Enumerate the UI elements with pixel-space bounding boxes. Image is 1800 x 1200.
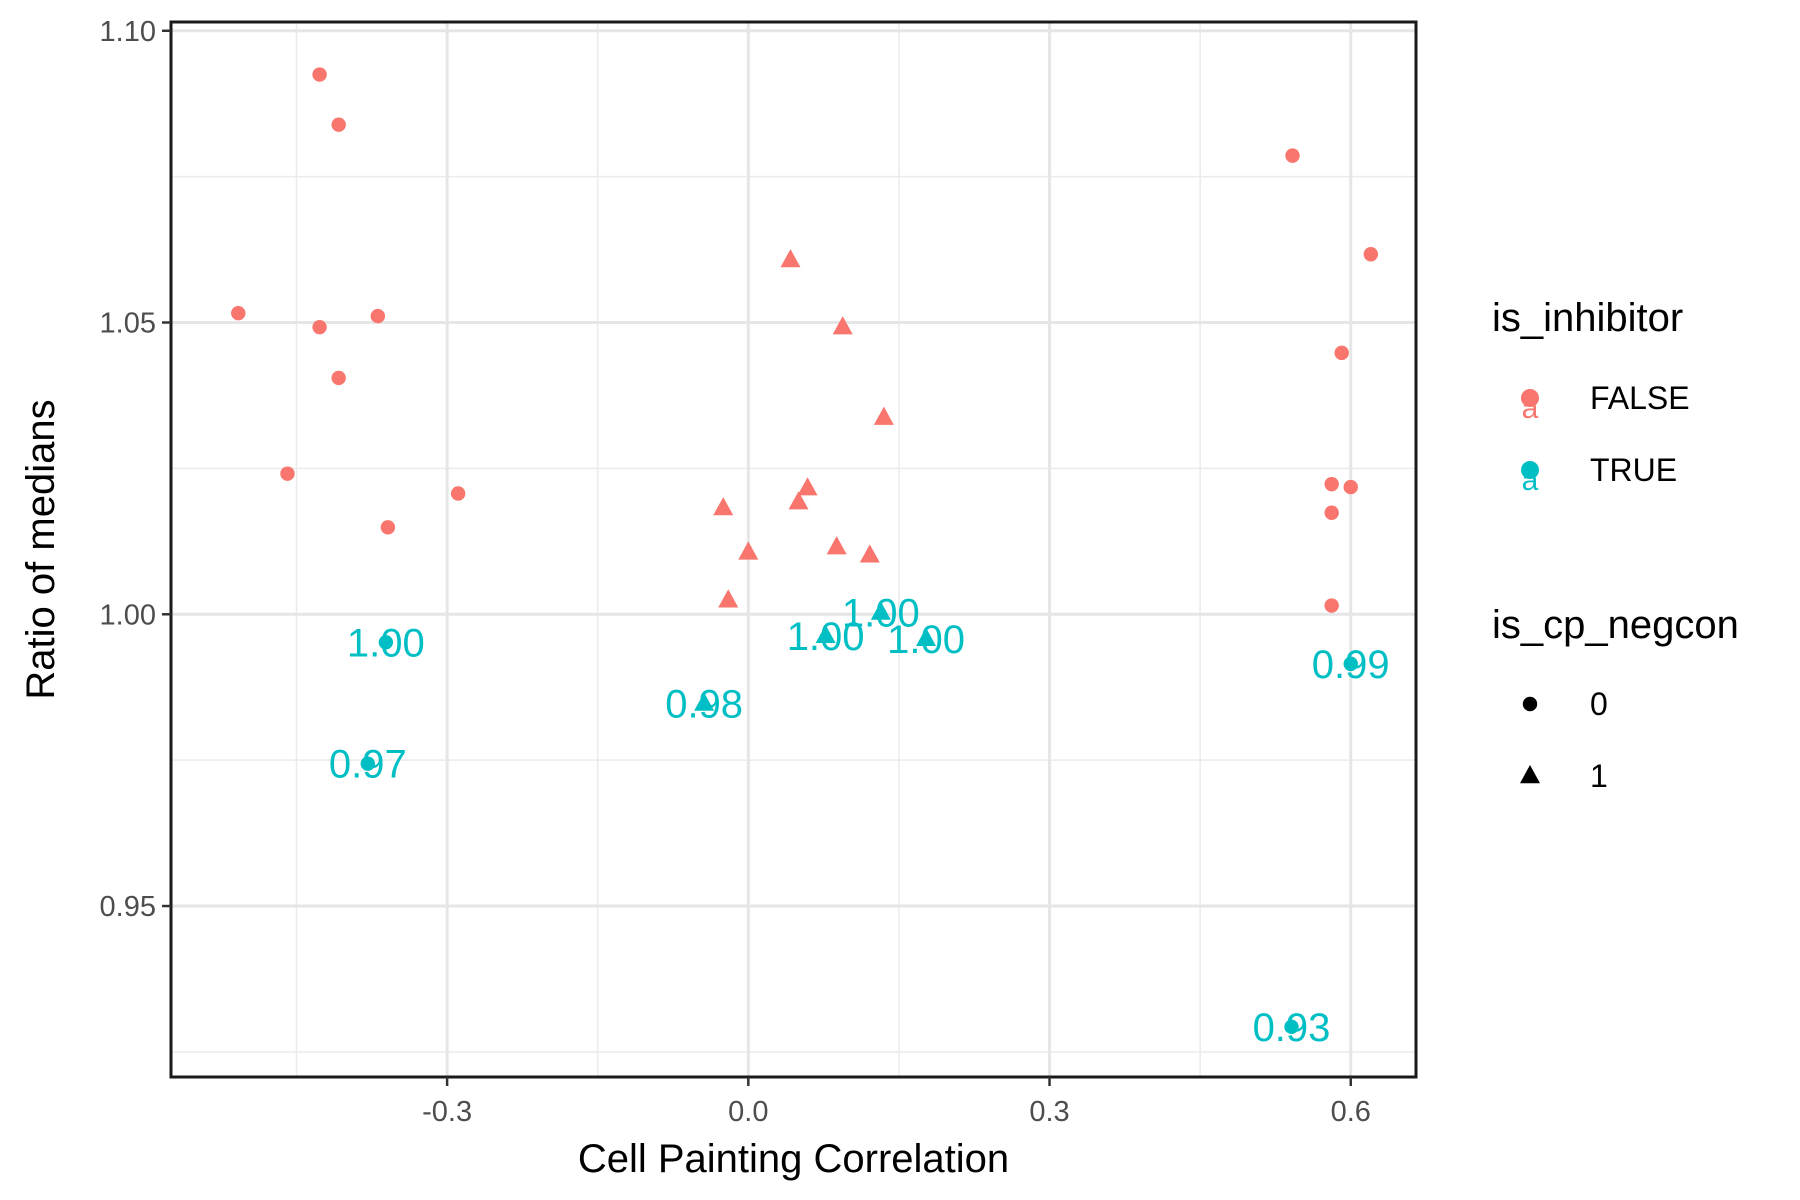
non-inhibitor-circle-point — [280, 466, 295, 481]
x-axis-title: Cell Painting Correlation — [578, 1137, 1009, 1181]
non-inhibitor-triangle-point — [718, 589, 739, 608]
x-axis: -0.3 0.0 0.3 0.6 — [422, 1077, 1371, 1128]
non-inhibitor-triangle-point — [873, 406, 894, 425]
non-inhibitor-circle-point — [1324, 476, 1339, 492]
point-value-label: 1.00 — [887, 618, 965, 662]
data-labels: 1.000.970.981.001.001.000.990.93 — [329, 592, 1390, 1050]
point-value-label: 1.00 — [347, 621, 425, 665]
point-value-label: 0.99 — [1312, 643, 1390, 687]
point-value-label: 1.00 — [787, 615, 865, 659]
non-inhibitor-circle-point — [312, 67, 327, 82]
legend-key-circle — [1522, 696, 1538, 712]
legend-label: FALSE — [1590, 380, 1690, 416]
non-inhibitor-triangle-point — [780, 249, 801, 268]
non-inhibitor-circle-point — [1334, 345, 1349, 361]
point-value-label: 0.97 — [329, 743, 407, 787]
non-inhibitor-circle-point — [1363, 247, 1379, 262]
y-axis-title: Ratio of medians — [19, 399, 63, 699]
legend-key-color-point — [1521, 461, 1539, 479]
x-tick-label: 0.6 — [1331, 1096, 1371, 1128]
legend-key-color-point — [1521, 389, 1539, 407]
inhibitor-triangle-point — [694, 692, 715, 711]
y-tick-label: 0.95 — [100, 891, 156, 923]
non-inhibitor-triangle-point — [713, 497, 734, 516]
legend-key-text-glyph: a — [1522, 464, 1539, 497]
y-tick-label: 1.05 — [100, 308, 156, 340]
panel-background — [171, 22, 1416, 1077]
legend-title-is-cp-negcon: is_cp_negcon — [1492, 603, 1739, 647]
y-tick-label: 1.00 — [100, 599, 156, 631]
data-points — [231, 67, 1379, 1035]
point-value-label: 0.98 — [665, 683, 743, 727]
legend-title-is-inhibitor: is_inhibitor — [1492, 296, 1683, 340]
x-tick-label: -0.3 — [422, 1096, 472, 1128]
non-inhibitor-triangle-point — [797, 477, 818, 496]
x-tick-label: 0.0 — [728, 1096, 768, 1128]
inhibitor-circle-point — [1343, 656, 1358, 672]
point-value-label: 0.93 — [1253, 1006, 1331, 1050]
non-inhibitor-circle-point — [380, 520, 396, 535]
legend-key-triangle — [1520, 765, 1540, 784]
non-inhibitor-triangle-point — [738, 541, 759, 560]
inhibitor-triangle-point — [870, 601, 891, 620]
inhibitor-circle-point — [1284, 1019, 1299, 1035]
non-inhibitor-triangle-point — [826, 536, 847, 555]
legend-label: 0 — [1590, 686, 1608, 722]
non-inhibitor-circle-point — [1324, 505, 1339, 520]
non-inhibitor-circle-point — [331, 117, 346, 132]
non-inhibitor-triangle-point — [832, 316, 853, 335]
non-inhibitor-circle-point — [312, 319, 327, 335]
legend-label: TRUE — [1590, 452, 1677, 488]
minor-gridlines — [171, 22, 1416, 1077]
non-inhibitor-triangle-point — [788, 491, 809, 510]
inhibitor-triangle-point — [815, 624, 836, 644]
non-inhibitor-circle-point — [1285, 148, 1300, 163]
non-inhibitor-circle-point — [231, 305, 246, 321]
non-inhibitor-circle-point — [1324, 598, 1339, 613]
y-tick-label: 1.10 — [100, 16, 156, 48]
non-inhibitor-circle-point — [450, 486, 466, 501]
y-axis: 0.95 1.00 1.05 1.10 — [100, 16, 171, 923]
inhibitor-circle-point — [360, 756, 375, 771]
inhibitor-triangle-point — [916, 627, 937, 646]
x-tick-label: 0.3 — [1029, 1096, 1069, 1128]
point-value-label: 1.00 — [842, 592, 920, 636]
non-inhibitor-circle-point — [370, 308, 386, 324]
non-inhibitor-circle-point — [1343, 479, 1358, 495]
inhibitor-circle-point — [378, 635, 394, 650]
legend-label: 1 — [1590, 758, 1608, 794]
non-inhibitor-circle-point — [331, 370, 346, 386]
panel-border — [169, 20, 1418, 1079]
non-inhibitor-triangle-point — [859, 544, 880, 563]
legend-key-text-glyph: a — [1522, 392, 1539, 425]
